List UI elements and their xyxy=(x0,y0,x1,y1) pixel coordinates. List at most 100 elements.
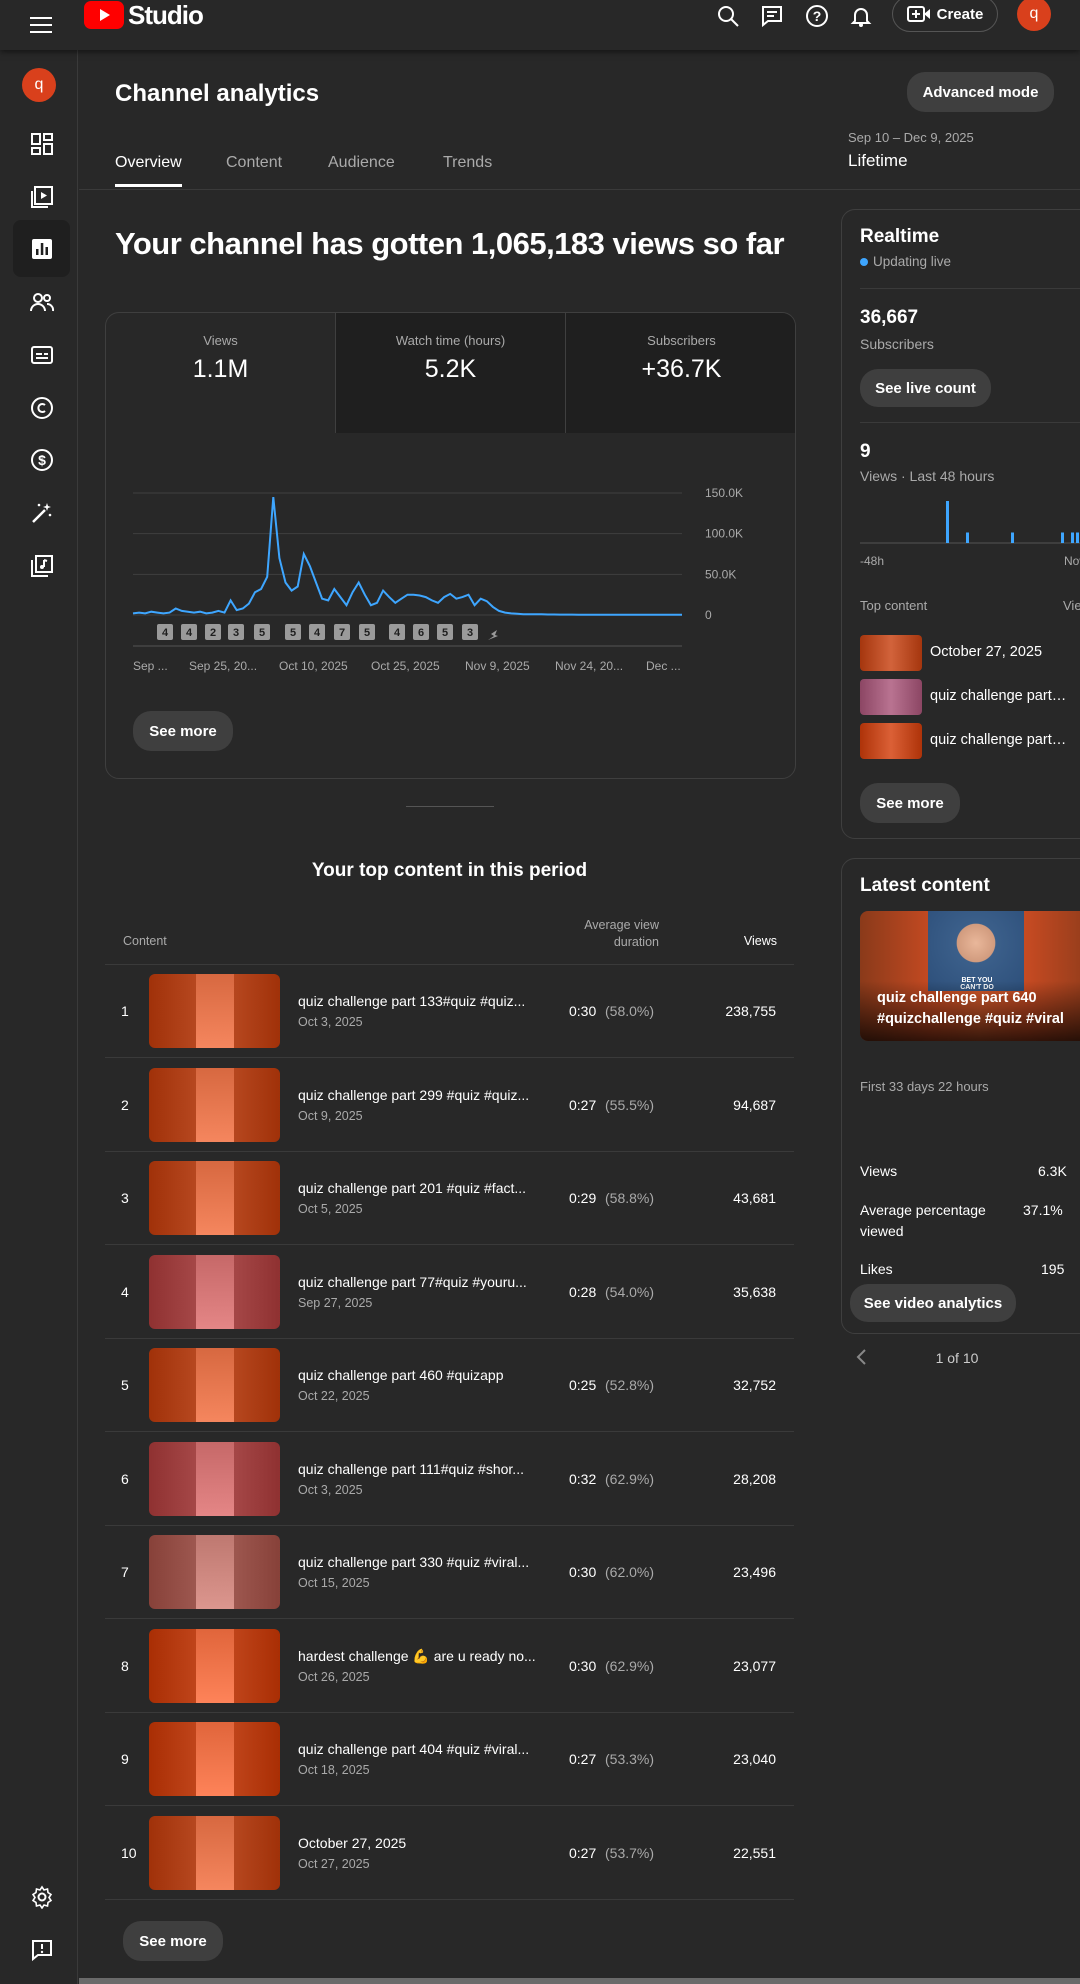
realtime-see-more-button[interactable]: See more xyxy=(860,783,960,823)
realtime-bar[interactable] xyxy=(946,501,949,543)
upload-marker[interactable] xyxy=(205,624,221,640)
pager-prev-icon[interactable] xyxy=(855,1348,875,1368)
video-thumbnail[interactable] xyxy=(149,1254,280,1329)
video-thumbnail[interactable] xyxy=(149,974,280,1048)
chart-see-more-button[interactable]: See more xyxy=(133,711,233,751)
realtime-bar[interactable] xyxy=(1061,532,1064,544)
table-row[interactable]: 10 October 27, 2025 Oct 27, 2025 0:27 (53.7%… xyxy=(105,1807,794,1900)
realtime-card: Realtime Updating live 36,667 Subscriber… xyxy=(841,209,1080,839)
date-range-selector[interactable]: Sep 10 – Dec 9, 2025 Lifetime xyxy=(848,130,974,171)
video-thumbnail[interactable] xyxy=(149,1441,280,1516)
see-video-analytics-button[interactable]: See video analytics xyxy=(850,1284,1016,1322)
metric-tab-watch-time[interactable]: Watch time (hours) 5.2K xyxy=(336,313,566,433)
upload-marker[interactable] xyxy=(389,624,405,640)
realtime-content-item[interactable]: October 27, 2025 xyxy=(860,635,1080,671)
video-title[interactable]: quiz challenge part 201 #quiz #fact... xyxy=(298,1180,527,1196)
upload-marker[interactable] xyxy=(254,624,270,640)
video-title[interactable]: quiz challenge part 133#quiz #quiz... xyxy=(298,993,526,1009)
video-thumbnail[interactable] xyxy=(149,1722,280,1796)
sidebar-item-analytics[interactable] xyxy=(13,220,70,277)
account-avatar[interactable]: q xyxy=(1017,0,1051,31)
shorts-marker-icon[interactable] xyxy=(488,630,498,640)
sidebar-item-feedback[interactable] xyxy=(13,1921,70,1978)
upload-marker[interactable] xyxy=(462,624,478,640)
channel-avatar[interactable]: q xyxy=(22,68,56,102)
tab-audience[interactable]: Audience xyxy=(328,154,395,171)
video-date: Oct 22, 2025 xyxy=(298,1389,370,1403)
realtime-bar[interactable] xyxy=(1071,532,1074,544)
upload-marker[interactable] xyxy=(334,624,350,640)
help-icon[interactable]: ? xyxy=(803,2,831,30)
realtime-bar[interactable] xyxy=(1011,532,1014,544)
table-row[interactable]: 2 quiz challenge part 299 #quiz #quiz... O… xyxy=(105,1059,794,1152)
search-icon[interactable] xyxy=(714,2,742,30)
sidebar-item-audio-library[interactable] xyxy=(13,537,70,594)
video-title[interactable]: October 27, 2025 xyxy=(298,1834,407,1851)
video-title[interactable]: quiz challenge part 460 #quizapp xyxy=(298,1367,504,1383)
realtime-bar[interactable] xyxy=(966,532,969,544)
video-title[interactable]: quiz challenge part 404 #quiz #viral... xyxy=(298,1741,530,1757)
see-live-count-button[interactable]: See live count xyxy=(860,369,991,407)
create-label: Create xyxy=(936,5,984,23)
menu-icon[interactable] xyxy=(28,13,54,37)
video-title[interactable]: quiz challenge part 330 #quiz #viral... xyxy=(298,1554,530,1570)
table-row[interactable]: 7 quiz challenge part 330 #quiz #viral...… xyxy=(105,1526,794,1619)
table-row[interactable]: 6 quiz challenge part 111#quiz #shor... Oc… xyxy=(105,1433,794,1526)
sidebar-item-subtitles[interactable] xyxy=(13,326,70,383)
sidebar-item-dashboard[interactable] xyxy=(13,115,70,172)
video-thumbnail[interactable] xyxy=(149,1067,280,1142)
table-row[interactable]: 5 quiz challenge part 460 #quizapp Oct 22,… xyxy=(105,1339,794,1432)
table-row[interactable]: 9 quiz challenge part 404 #quiz #viral...… xyxy=(105,1713,794,1806)
tab-overview[interactable]: Overview xyxy=(115,154,182,171)
upload-marker-count: 4 xyxy=(314,627,321,639)
studio-logo[interactable]: Studio xyxy=(84,0,204,30)
video-title[interactable]: quiz challenge part 299 #quiz #quiz... xyxy=(298,1086,530,1103)
upload-marker[interactable] xyxy=(285,624,301,640)
video-title[interactable]: quiz challenge part 111#quiz #shor... xyxy=(298,1460,524,1477)
table-row[interactable]: 1 quiz challenge part 133#quiz #quiz... Oc… xyxy=(105,965,794,1058)
top-content-see-more-button[interactable]: See more xyxy=(123,1921,223,1961)
sidebar-item-copyright[interactable] xyxy=(13,379,70,436)
upload-marker[interactable] xyxy=(359,624,375,640)
video-thumbnail[interactable] xyxy=(149,1628,280,1703)
video-thumbnail[interactable] xyxy=(149,1535,280,1609)
horizontal-scrollbar[interactable] xyxy=(79,1978,1080,1984)
table-row[interactable]: 3 quiz challenge part 201 #quiz #fact... O… xyxy=(105,1152,794,1245)
sidebar-item-earn[interactable]: $ xyxy=(13,431,70,488)
upload-marker[interactable] xyxy=(181,624,197,640)
sidebar-item-content[interactable] xyxy=(13,168,70,225)
metric-tab-subscribers[interactable]: Subscribers +36.7K xyxy=(566,313,795,433)
create-button[interactable]: Create xyxy=(892,0,998,32)
comments-icon[interactable] xyxy=(758,2,786,30)
metric-tab-views[interactable]: Views 1.1M xyxy=(106,313,336,433)
sidebar-item-settings[interactable] xyxy=(13,1868,70,1925)
upload-marker[interactable] xyxy=(309,624,325,640)
realtime-bar[interactable] xyxy=(1076,532,1079,544)
video-title[interactable]: hardest challenge 💪 are u ready no... xyxy=(298,1647,536,1664)
subtitles-icon xyxy=(30,345,53,364)
upload-marker[interactable] xyxy=(228,624,244,640)
video-title[interactable]: quiz challenge part 77#quiz #youru... xyxy=(298,1273,527,1290)
latest-stat-row-likes: Likes 195 xyxy=(860,1261,1080,1277)
feedback-icon xyxy=(31,1939,52,1961)
table-row[interactable]: 4 quiz challenge part 77#quiz #youru... Se… xyxy=(105,1246,794,1339)
upload-marker[interactable] xyxy=(413,624,429,640)
latest-video-thumbnail[interactable]: BET YOU CAN'T DO quiz challenge part 640… xyxy=(860,911,1080,1041)
video-thumbnail[interactable] xyxy=(149,1348,280,1422)
upload-marker[interactable] xyxy=(157,624,173,640)
notifications-bell-icon[interactable] xyxy=(847,2,875,30)
views-series-line[interactable] xyxy=(132,497,682,616)
video-thumbnail[interactable] xyxy=(149,1161,280,1235)
sidebar-item-customization[interactable] xyxy=(13,484,70,541)
tab-content[interactable]: Content xyxy=(226,154,283,171)
realtime-item-thumbnail xyxy=(860,723,922,759)
realtime-content-item[interactable]: quiz challenge part 299 #quiz #quiz xyxy=(860,723,1080,759)
sidebar-item-community[interactable] xyxy=(13,273,70,330)
table-row[interactable]: 8 hardest challenge 💪 are u ready no... Oc… xyxy=(105,1620,794,1713)
video-thumbnail[interactable] xyxy=(149,1815,280,1890)
upload-marker[interactable] xyxy=(437,624,453,640)
metric-label: Watch time (hours) xyxy=(395,333,506,348)
tab-trends[interactable]: Trends xyxy=(443,154,493,171)
advanced-mode-button[interactable]: Advanced mode xyxy=(907,72,1054,112)
realtime-content-item[interactable]: quiz challenge part 330 #quiz #viral xyxy=(860,679,1080,715)
